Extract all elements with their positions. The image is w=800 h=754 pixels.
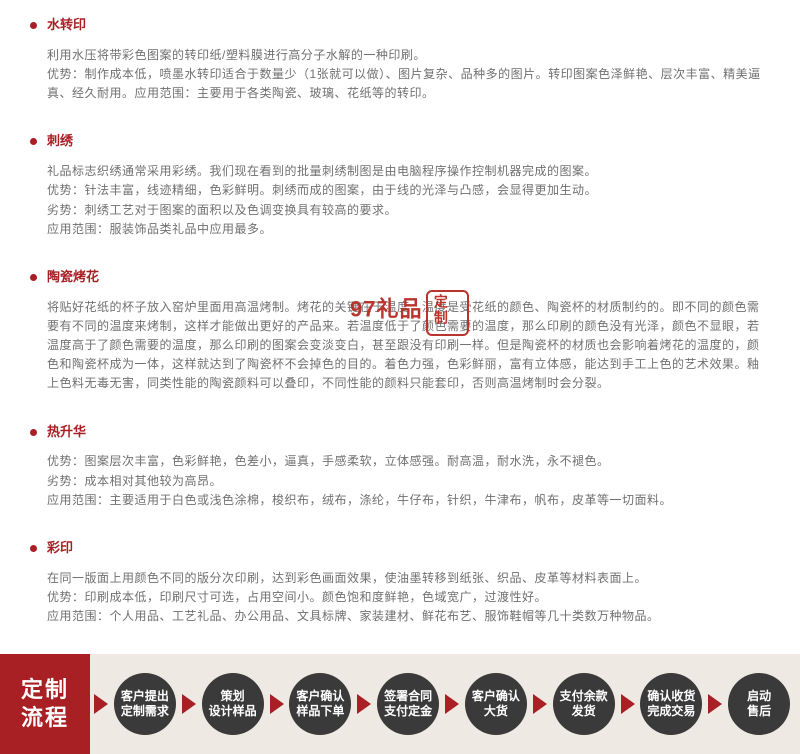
flow-step-label: 启动售后	[728, 673, 790, 735]
title-text: 热升华	[47, 422, 86, 443]
section-sublimation: 热升华 优势：图案层次丰富，色彩鲜艳，色差小，逼真，手感柔软，立体感强。耐高温，…	[30, 422, 770, 510]
title-text: 陶瓷烤花	[47, 267, 99, 288]
section-body: 利用水压将带彩色图案的转印纸/塑料膜进行高分子水解的一种印刷。优势：制作成本低，…	[30, 46, 770, 104]
flow-start-label: 定制流程	[0, 654, 90, 754]
section-embroidery: 刺绣 礼品标志织绣通常采用彩绣。我们现在看到的批量刺绣制图是由电脑程序操作控制机…	[30, 131, 770, 239]
content-container: 水转印 利用水压将带彩色图案的转印纸/塑料膜进行高分子水解的一种印刷。优势：制作…	[0, 0, 800, 626]
arrow-icon	[621, 694, 635, 714]
section-body: 优势：图案层次丰富，色彩鲜艳，色差小，逼真，手感柔软，立体感强。耐高温，耐水洗，…	[30, 452, 770, 510]
bullet-icon	[30, 429, 37, 436]
title-text: 彩印	[47, 538, 73, 559]
flow-step: 确认收货完成交易	[639, 673, 705, 735]
section-title: 水转印	[30, 15, 770, 36]
arrow-icon	[182, 694, 196, 714]
section-title: 彩印	[30, 538, 770, 559]
flow-step: 客户确认大货	[463, 673, 529, 735]
flow-step: 支付余款发货	[551, 673, 617, 735]
flow-step-label: 客户确认样品下单	[289, 673, 351, 735]
flow-step: 客户确认样品下单	[288, 673, 354, 735]
section-title: 陶瓷烤花	[30, 267, 770, 288]
arrow-icon	[445, 694, 459, 714]
section-title: 热升华	[30, 422, 770, 443]
section-water-transfer: 水转印 利用水压将带彩色图案的转印纸/塑料膜进行高分子水解的一种印刷。优势：制作…	[30, 15, 770, 103]
flow-step-label: 客户确认大货	[465, 673, 527, 735]
flow-step-label: 签署合同支付定金	[377, 673, 439, 735]
bullet-icon	[30, 545, 37, 552]
section-body: 将贴好花纸的杯子放入窑炉里面用高温烤制。烤花的关键在于温度，温度是受花纸的颜色、…	[30, 298, 770, 394]
section-color-print: 彩印 在同一版面上用颜色不同的版分次印刷，达到彩色画面效果，使油墨转移到纸张、织…	[30, 538, 770, 626]
flow-step-label: 支付余款发货	[553, 673, 615, 735]
arrow-icon	[270, 694, 284, 714]
flow-step: 客户提出定制需求	[112, 673, 178, 735]
process-flow: 定制流程客户提出定制需求策划设计样品客户确认样品下单签署合同支付定金客户确认大货…	[0, 654, 800, 754]
bullet-icon	[30, 138, 37, 145]
section-ceramic: 陶瓷烤花 将贴好花纸的杯子放入窑炉里面用高温烤制。烤花的关键在于温度，温度是受花…	[30, 267, 770, 394]
flow-step-label: 确认收货完成交易	[640, 673, 702, 735]
title-text: 刺绣	[47, 131, 73, 152]
flow-step-label: 客户提出定制需求	[114, 673, 176, 735]
flow-step: 策划设计样品	[200, 673, 266, 735]
section-title: 刺绣	[30, 131, 770, 152]
flow-step-label: 策划设计样品	[202, 673, 264, 735]
arrow-icon	[533, 694, 547, 714]
bullet-icon	[30, 274, 37, 281]
arrow-icon	[708, 694, 722, 714]
arrow-icon	[357, 694, 371, 714]
bullet-icon	[30, 22, 37, 29]
section-body: 礼品标志织绣通常采用彩绣。我们现在看到的批量刺绣制图是由电脑程序操作控制机器完成…	[30, 162, 770, 239]
arrow-icon	[94, 694, 108, 714]
title-text: 水转印	[47, 15, 86, 36]
flow-step: 启动售后	[726, 673, 792, 735]
flow-step: 签署合同支付定金	[375, 673, 441, 735]
section-body: 在同一版面上用颜色不同的版分次印刷，达到彩色画面效果，使油墨转移到纸张、织品、皮…	[30, 569, 770, 627]
